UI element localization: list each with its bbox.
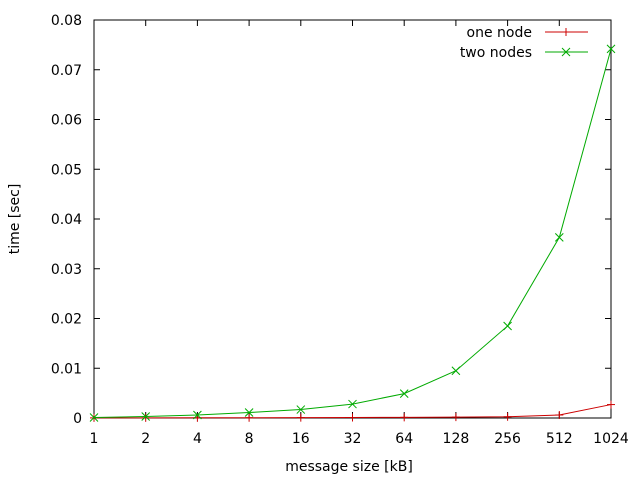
data-point — [607, 400, 615, 409]
x-tick-label: 8 — [245, 431, 254, 447]
x-tick-label: 1 — [90, 431, 99, 447]
data-point — [141, 413, 150, 422]
data-point — [555, 411, 564, 420]
y-tick-label: 0.07 — [51, 63, 82, 79]
data-point — [193, 410, 202, 420]
y-tick-label: 0.01 — [51, 361, 82, 377]
y-axis: 0 0.01 0.02 0.03 0.04 0.05 0.06 0.07 0.08 — [51, 13, 611, 427]
data-point — [89, 413, 99, 422]
legend-marker — [561, 47, 571, 57]
data-point — [245, 413, 254, 422]
legend-item: two nodes — [460, 45, 588, 61]
x-tick-label: 128 — [443, 431, 470, 447]
legend-label: one node — [467, 25, 532, 41]
legend-label: two nodes — [460, 45, 532, 61]
series-line — [93, 48, 612, 419]
series-layer — [89, 44, 616, 422]
y-tick-label: 0.02 — [51, 312, 82, 328]
y-tick-label: 0.05 — [51, 162, 82, 178]
y-tick-label: 0.03 — [51, 262, 82, 278]
data-point — [399, 389, 409, 398]
y-tick-label: 0.08 — [51, 13, 82, 29]
x-axis-label: message size [kB] — [285, 459, 413, 475]
legend-marker — [562, 28, 570, 36]
x-tick-label: 1024 — [593, 431, 629, 447]
y-tick-label: 0.06 — [51, 113, 82, 129]
data-point — [296, 413, 305, 422]
series-two-nodes — [89, 44, 616, 422]
plot-frame — [93, 19, 612, 419]
data-point — [451, 366, 461, 376]
data-point — [296, 405, 306, 414]
data-point — [348, 399, 357, 409]
x-tick-label: 256 — [494, 431, 521, 447]
x-tick-label: 4 — [193, 431, 202, 447]
legend: one node two nodes — [460, 25, 588, 61]
data-point — [606, 44, 616, 54]
y-axis-label: time [sec] — [7, 184, 23, 255]
x-axis: 1 2 4 8 16 32 64 128 256 512 1024 — [90, 20, 629, 447]
x-tick-label: 2 — [141, 431, 150, 447]
x-tick-label: 16 — [292, 431, 310, 447]
x-tick-label: 512 — [546, 431, 573, 447]
data-point — [503, 321, 512, 331]
data-point — [451, 413, 460, 422]
x-tick-label: 32 — [344, 431, 362, 447]
legend-item: one node — [467, 25, 588, 41]
data-point — [244, 408, 254, 417]
y-tick-label: 0 — [73, 411, 82, 427]
x-tick-label: 64 — [395, 431, 413, 447]
plot-border — [93, 19, 612, 419]
data-point — [554, 233, 564, 242]
data-point — [503, 412, 512, 421]
data-point — [141, 412, 151, 421]
y-tick-label: 0.04 — [51, 212, 82, 228]
data-point — [348, 413, 357, 422]
series-one-node — [90, 400, 615, 422]
data-point — [400, 413, 409, 422]
